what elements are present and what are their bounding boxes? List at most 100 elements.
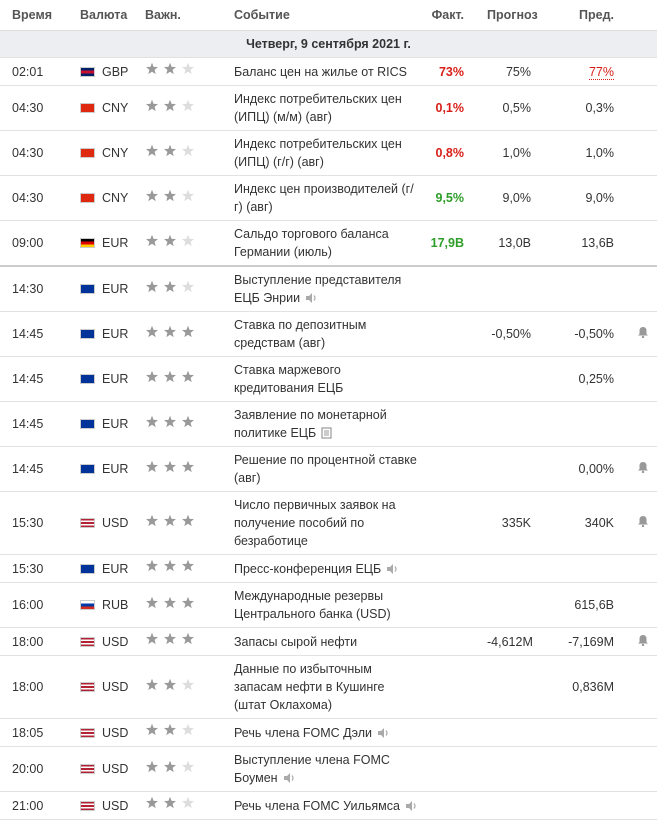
event-row: 09:00 EUR Сальдо торгового баланса Германи…: [0, 220, 657, 267]
actual: 9,5%: [435, 191, 465, 205]
previous-cell: 0,00%: [554, 446, 637, 492]
alert-cell: [637, 311, 657, 357]
event-cell: Сальдо торгового баланса Германии (июль): [221, 220, 417, 267]
event: Данные по избыточным запасам нефти в Куш…: [234, 662, 385, 712]
forecast-cell: 75%: [487, 57, 554, 86]
event: Международные резервы Центрального банка…: [234, 589, 391, 621]
star: [182, 559, 194, 572]
importance-cell: [133, 220, 221, 267]
currency-cell: EUR: [68, 554, 133, 583]
event-cell: Данные по избыточным запасам нефти в Куш…: [221, 655, 417, 719]
actual-cell: [417, 746, 487, 792]
previous: 0,3%: [585, 101, 615, 115]
currency-cell: USD: [68, 627, 133, 656]
forecast-cell: [487, 446, 554, 492]
sound-icon: [405, 800, 416, 811]
importance-cell: [133, 57, 221, 86]
previous: 615,6B: [574, 598, 614, 612]
time: 14:45: [0, 356, 68, 402]
actual-cell: [417, 446, 487, 492]
alert-cell: [637, 266, 657, 312]
previous-cell: [554, 554, 637, 583]
previous-cell: 13,6B: [554, 220, 637, 267]
header-blank: [637, 0, 657, 31]
header-forecast: Прогноз: [487, 0, 554, 31]
forecast: 0,5%: [502, 101, 532, 115]
flag: [80, 600, 95, 610]
actual-cell: [417, 655, 487, 719]
importance-cell: [133, 746, 221, 792]
alert-bell: [638, 634, 648, 646]
importance-cell: [133, 85, 221, 131]
star: [164, 760, 176, 772]
event-cell: Выступление представителя ЕЦБ Энрии: [221, 266, 417, 312]
importance-stars: [146, 189, 194, 201]
event: Пресс-конференция ЕЦБ: [234, 561, 382, 576]
star: [182, 596, 194, 608]
actual-cell: [417, 401, 487, 447]
currency-cell: USD: [68, 746, 133, 792]
event-cell: Речь члена FOMC Уильямса: [221, 791, 417, 820]
previous-cell: [554, 746, 637, 792]
forecast-cell: [487, 582, 554, 628]
previous-cell: 0,836M: [554, 655, 637, 719]
currency: EUR: [102, 462, 129, 476]
event: Баланс цен на жилье от RICS: [234, 64, 408, 79]
forecast-cell: [487, 791, 554, 820]
star: [182, 723, 194, 736]
actual-cell: [417, 791, 487, 820]
importance-stars: [146, 514, 194, 526]
previous-cell: 1,0%: [554, 130, 637, 176]
header-time: Время: [0, 0, 68, 31]
star: [164, 632, 176, 645]
currency: EUR: [102, 561, 129, 576]
currency-cell: EUR: [68, 446, 133, 492]
importance-cell: [133, 356, 221, 402]
currency: USD: [102, 798, 129, 813]
actual-cell: [417, 311, 487, 357]
star: [164, 678, 176, 690]
importance-cell: [133, 791, 221, 820]
alert-cell: [637, 85, 657, 131]
star: [182, 760, 194, 772]
flag: [80, 800, 95, 811]
flag: [80, 636, 95, 647]
currency-cell: CNY: [68, 130, 133, 176]
star: [146, 596, 158, 608]
currency: USD: [102, 516, 129, 530]
event-row: 15:30 USD Число первичных заявок на получе…: [0, 491, 657, 555]
star: [164, 460, 176, 472]
star: [146, 325, 158, 337]
forecast: -0,50%: [491, 327, 531, 341]
importance-stars: [146, 632, 194, 645]
alert-cell: [637, 401, 657, 447]
previous: 0,00%: [578, 462, 614, 476]
event-row: 04:30 CNY Индекс потребительских цен (ИПЦ)…: [0, 85, 657, 131]
actual-cell: 17,9B: [417, 220, 487, 267]
currency: EUR: [102, 327, 129, 341]
forecast-cell: 9,0%: [487, 175, 554, 221]
star: [164, 325, 176, 337]
event: Сальдо торгового баланса Германии (июль): [234, 227, 389, 259]
star: [182, 99, 194, 111]
star: [164, 234, 176, 246]
alert-cell: [637, 582, 657, 628]
event: Речь члена FOMC Уильямса: [234, 798, 400, 813]
star: [164, 99, 176, 111]
forecast: 13,0B: [498, 236, 531, 250]
event-cell: Выступление члена FOMC Боумен: [221, 746, 417, 792]
star: [164, 415, 176, 427]
alert-cell: [637, 446, 657, 492]
event: Ставка маржевого кредитования ЕЦБ: [234, 363, 344, 395]
star: [182, 796, 194, 809]
star: [146, 415, 158, 427]
time: 21:00: [0, 791, 68, 820]
star: [146, 370, 158, 382]
previous: 0,25%: [578, 372, 614, 386]
forecast: -4,612M: [487, 634, 533, 649]
time: 14:30: [0, 266, 68, 312]
flag: [80, 66, 95, 77]
star: [146, 723, 158, 736]
importance-cell: [133, 582, 221, 628]
currency-cell: GBP: [68, 57, 133, 86]
